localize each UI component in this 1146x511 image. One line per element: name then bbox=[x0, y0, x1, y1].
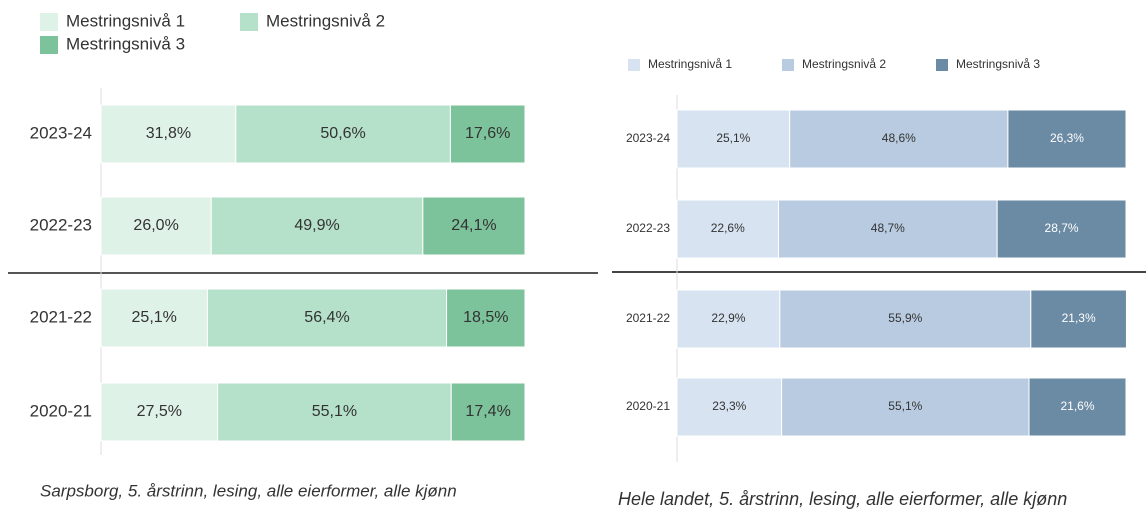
category-label: 2021-22 bbox=[626, 311, 670, 325]
data-label: 56,4% bbox=[304, 309, 349, 326]
data-label: 55,9% bbox=[888, 311, 922, 325]
bar-segment bbox=[422, 196, 526, 256]
data-label: 22,6% bbox=[711, 221, 745, 235]
bar-segment bbox=[779, 289, 1032, 349]
data-label: 31,8% bbox=[146, 125, 191, 142]
bar-segment bbox=[996, 199, 1127, 259]
bar-segment bbox=[100, 382, 219, 442]
category-label: 2023-24 bbox=[30, 123, 92, 142]
bar-segment bbox=[789, 109, 1009, 169]
caption: Sarpsborg, 5. årstrinn, lesing, alle eie… bbox=[40, 481, 457, 500]
data-label: 21,6% bbox=[1060, 399, 1094, 413]
data-label: 18,5% bbox=[463, 309, 508, 326]
bar-segment bbox=[449, 104, 526, 164]
data-label: 25,1% bbox=[716, 131, 750, 145]
category-label: 2020-21 bbox=[626, 399, 670, 413]
legend-swatch bbox=[40, 13, 58, 31]
legend-label: Mestringsnivå 1 bbox=[66, 11, 185, 30]
data-label: 17,4% bbox=[465, 403, 510, 420]
caption: Hele landet, 5. årstrinn, lesing, alle e… bbox=[618, 489, 1067, 509]
data-label: 48,7% bbox=[871, 221, 905, 235]
data-label: 55,1% bbox=[888, 399, 922, 413]
category-label: 2022-23 bbox=[30, 215, 92, 234]
bar-segment bbox=[676, 109, 791, 169]
data-label: 25,1% bbox=[132, 309, 177, 326]
category-label: 2022-23 bbox=[626, 221, 670, 235]
bar-segment bbox=[1028, 377, 1127, 437]
data-label: 17,6% bbox=[465, 125, 510, 142]
bar-segment bbox=[206, 288, 448, 348]
category-label: 2023-24 bbox=[626, 131, 670, 145]
legend-label: Mestringsnivå 2 bbox=[802, 57, 886, 71]
legend-swatch bbox=[40, 36, 58, 54]
bar-segment bbox=[1007, 109, 1127, 169]
data-label: 28,7% bbox=[1045, 221, 1079, 235]
legend-swatch bbox=[628, 59, 640, 71]
bar-segment bbox=[100, 196, 212, 256]
bar-segment bbox=[446, 288, 526, 348]
data-label: 26,0% bbox=[133, 217, 178, 234]
legend-label: Mestringsnivå 2 bbox=[266, 11, 385, 30]
data-label: 27,5% bbox=[137, 403, 182, 420]
bar-segment bbox=[676, 377, 783, 437]
data-label: 21,3% bbox=[1062, 311, 1096, 325]
category-label: 2020-21 bbox=[30, 401, 92, 420]
category-label: 2021-22 bbox=[30, 307, 92, 326]
legend-swatch bbox=[936, 59, 948, 71]
data-label: 49,9% bbox=[294, 217, 339, 234]
bar-segment bbox=[217, 382, 452, 442]
data-label: 48,6% bbox=[882, 131, 916, 145]
data-label: 55,1% bbox=[312, 403, 357, 420]
bar-segment bbox=[450, 382, 526, 442]
bar-segment bbox=[100, 288, 208, 348]
bar-segment bbox=[210, 196, 424, 256]
legend-label: Mestringsnivå 1 bbox=[648, 57, 732, 71]
bar-segment bbox=[676, 289, 781, 349]
legend-swatch bbox=[782, 59, 794, 71]
legend-label: Mestringsnivå 3 bbox=[66, 34, 185, 53]
bar-segment bbox=[1030, 289, 1127, 349]
bar-segment bbox=[100, 104, 237, 164]
data-label: 26,3% bbox=[1050, 131, 1084, 145]
data-label: 23,3% bbox=[712, 399, 746, 413]
legend-swatch bbox=[240, 13, 258, 31]
bar-segment bbox=[235, 104, 451, 164]
data-label: 24,1% bbox=[451, 217, 496, 234]
data-label: 22,9% bbox=[711, 311, 745, 325]
bar-segment bbox=[781, 377, 1030, 437]
data-label: 50,6% bbox=[320, 125, 365, 142]
legend-label: Mestringsnivå 3 bbox=[956, 57, 1040, 71]
